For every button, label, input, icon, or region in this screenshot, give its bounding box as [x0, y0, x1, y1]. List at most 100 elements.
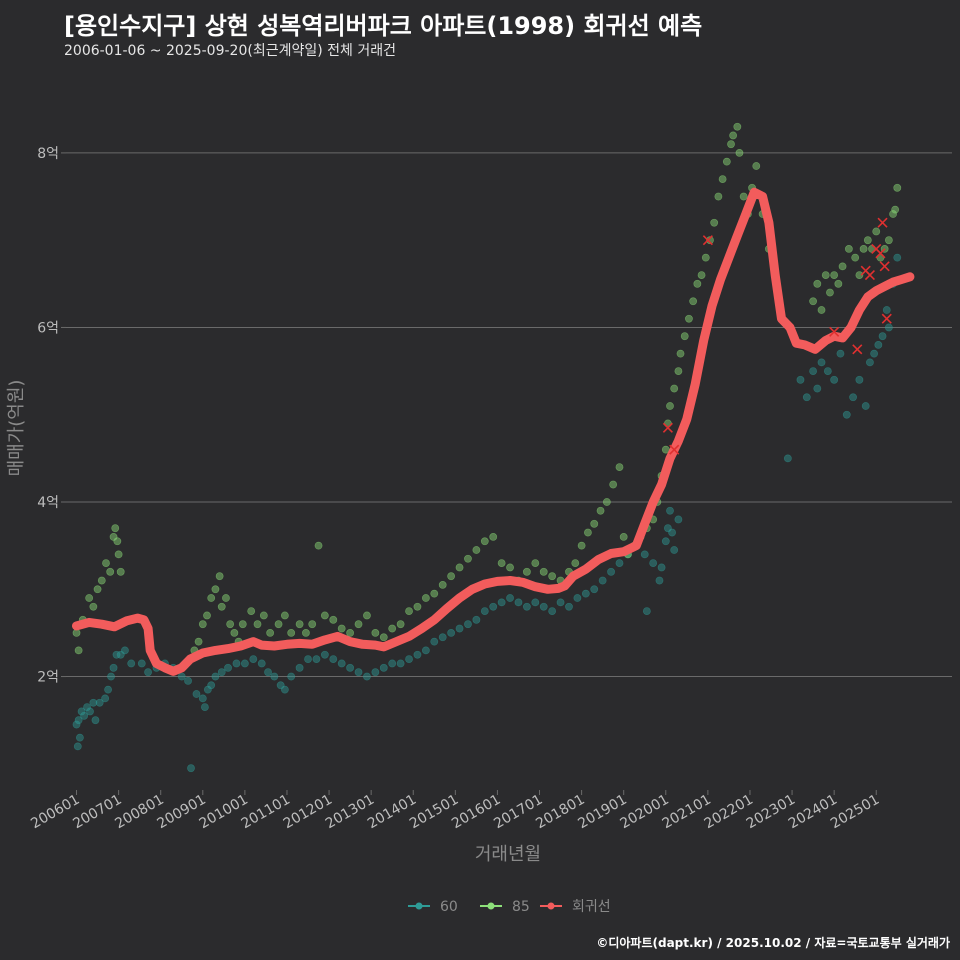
- scatter-point-85: [689, 297, 698, 306]
- scatter-point-60: [670, 546, 679, 554]
- scatter-point-85: [215, 572, 224, 581]
- regression-line-group: [72, 187, 915, 676]
- scatter-point-85: [844, 245, 853, 253]
- y-tick-label: 6억: [37, 320, 59, 336]
- scatter-point-60: [590, 585, 599, 594]
- scatter-point-60: [83, 703, 91, 711]
- scatter-point-60: [874, 341, 883, 349]
- scatter-point-85: [266, 629, 275, 637]
- scatter-point-60: [581, 589, 590, 598]
- scatter-point-85: [379, 633, 388, 642]
- scatter-point-85: [851, 253, 860, 262]
- scatter-point-85: [727, 140, 735, 149]
- scatter-point-85: [287, 629, 296, 637]
- scatter-point-60: [893, 253, 902, 262]
- scatter-point-60: [657, 563, 666, 572]
- scatter-point-60: [855, 375, 864, 384]
- chart-title: [용인수지구] 상현 성복역리버파크 아파트(1998) 회귀선 예측: [64, 12, 703, 40]
- scatter-point-85: [455, 563, 464, 572]
- scatter-point-85: [676, 349, 685, 358]
- scatter-point-60: [655, 576, 664, 585]
- x-marker: [875, 248, 886, 259]
- scatter-point-60: [870, 349, 879, 358]
- scatter-point-85: [421, 594, 430, 602]
- scatter-point-60: [472, 615, 481, 624]
- scatter-point-85: [280, 611, 289, 620]
- scatter-point-60: [642, 607, 651, 615]
- scatter-point-85: [596, 506, 605, 515]
- scatter-point-60: [405, 655, 413, 663]
- scatter-point-85: [714, 192, 723, 201]
- scatter-point-60: [882, 306, 891, 314]
- scatter-point-60: [884, 323, 893, 332]
- scatter-point-85: [609, 480, 618, 489]
- scatter-point-85: [194, 637, 203, 646]
- scatter-point-85: [396, 620, 405, 629]
- scatter-point-85: [217, 602, 226, 611]
- grid-lines: [66, 152, 952, 678]
- scatter-point-85: [314, 541, 323, 550]
- scatter-point-85: [329, 615, 338, 624]
- scatter-point-60: [809, 367, 818, 375]
- scatter-point-60: [649, 559, 658, 567]
- x-marker: [852, 344, 863, 355]
- source-caption: ©디아파트(dapt.kr) / 2025.10.02 / 자료=국토교통부 실…: [596, 936, 950, 950]
- scatter-point-85: [320, 611, 329, 620]
- y-tick-label: 4억: [37, 495, 59, 511]
- scatter-point-60: [522, 602, 531, 611]
- scatter-point-85: [539, 567, 548, 576]
- scatter-point-85: [230, 629, 239, 637]
- scatter-point-60: [187, 764, 195, 773]
- legend-label-85: 85: [512, 899, 530, 915]
- scatter-point-60: [666, 506, 674, 515]
- scatter-point-85: [308, 620, 317, 629]
- scatter-point-85: [733, 122, 742, 131]
- scatter-point-85: [211, 585, 220, 594]
- data-points: [72, 122, 902, 773]
- scatter-point-60: [480, 607, 489, 615]
- scatter-point-60: [127, 659, 136, 668]
- scatter-point-60: [565, 602, 573, 611]
- scatter-point-85: [855, 271, 864, 279]
- scatter-point-85: [693, 279, 702, 288]
- scatter-point-85: [222, 594, 230, 602]
- scatter-point-85: [430, 589, 439, 598]
- scatter-point-60: [264, 668, 272, 677]
- scatter-point-85: [93, 585, 102, 594]
- scatter-point-85: [89, 602, 98, 611]
- scatter-point-85: [259, 611, 268, 620]
- scatter-point-85: [706, 236, 714, 245]
- scatter-point-60: [121, 646, 129, 655]
- scatter-point-60: [447, 629, 456, 637]
- scatter-point-60: [548, 607, 557, 615]
- scatter-point-60: [396, 659, 405, 668]
- scatter-point-60: [598, 576, 607, 585]
- scatter-point-60: [861, 402, 870, 410]
- scatter-point-60: [640, 550, 649, 559]
- chart-subtitle: 2006-01-06 ~ 2025-09-20(최근계약일) 전체 거래건: [64, 43, 396, 59]
- scatter-point-85: [863, 236, 872, 245]
- legend-label-reg: 회귀선: [572, 899, 611, 915]
- scatter-point-85: [584, 528, 592, 537]
- scatter-point-60: [75, 733, 84, 742]
- scatter-point-60: [80, 711, 88, 720]
- scatter-point-85: [464, 554, 472, 563]
- scatter-point-85: [116, 567, 125, 576]
- scatter-point-60: [86, 707, 94, 716]
- scatter-point-85: [674, 367, 683, 375]
- x-marker: [669, 444, 680, 455]
- scatter-point-85: [489, 533, 498, 541]
- scatter-point-85: [590, 519, 599, 528]
- scatter-point-60: [455, 624, 464, 633]
- scatter-point-85: [602, 498, 611, 506]
- scatter-point-60: [388, 659, 397, 668]
- scatter-point-60: [211, 672, 220, 681]
- scatter-point-85: [615, 463, 624, 471]
- x-marker: [881, 313, 892, 324]
- scatter-point-60: [615, 559, 624, 567]
- scatter-point-85: [834, 279, 843, 288]
- legend-dot-85: [487, 902, 495, 910]
- scatter-point-60: [430, 637, 439, 646]
- scatter-point-60: [144, 668, 152, 677]
